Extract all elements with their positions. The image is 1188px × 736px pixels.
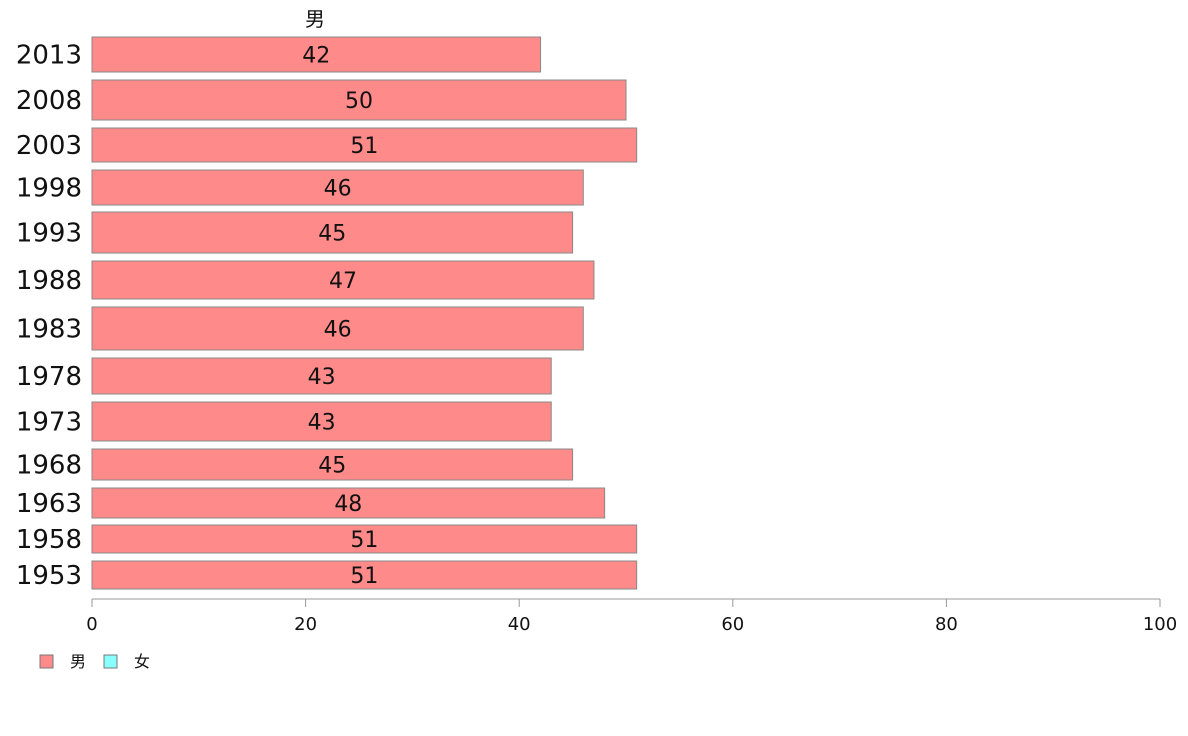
bar-1988: [91, 260, 595, 300]
category-label-1978: 1978: [16, 362, 82, 392]
category-label-1983: 1983: [16, 315, 82, 345]
bar-value-label-2003: 51: [350, 134, 378, 159]
bar-value-label-1973: 43: [308, 411, 336, 436]
category-label-2003: 2003: [16, 131, 82, 161]
legend-swatch-0: [39, 654, 54, 669]
bar-value-label-1993: 45: [318, 222, 346, 247]
bar-value-label-1953: 51: [350, 564, 378, 589]
bar-1973: [91, 401, 552, 442]
bar-1963: [91, 487, 606, 519]
category-label-1963: 1963: [16, 489, 82, 519]
category-label-2013: 2013: [16, 41, 82, 71]
category-label-1998: 1998: [16, 174, 82, 204]
bars: 42 50 51 46 45 47 46 43 43 45 48 51 51: [91, 36, 638, 590]
bar-1998: [91, 169, 584, 206]
bar-1978: [91, 357, 552, 395]
bar-value-label-1978: 43: [308, 365, 336, 390]
category-label-1968: 1968: [16, 451, 82, 481]
bar-2003: [91, 127, 638, 163]
category-label-1973: 1973: [16, 408, 82, 438]
category-label-1993: 1993: [16, 219, 82, 249]
legend-label-1: 女: [134, 652, 150, 671]
bar-1953: [91, 560, 638, 590]
x-tick-label-60: 60: [721, 614, 744, 635]
series-title: 男: [305, 7, 325, 31]
category-label-1988: 1988: [16, 266, 82, 296]
legend: 男女: [39, 652, 150, 671]
category-label-1953: 1953: [16, 561, 82, 591]
x-axis: 0 20 40 60 80 100: [86, 598, 1177, 635]
bar-value-label-1998: 46: [324, 177, 352, 202]
bar-2013: [91, 36, 542, 73]
bar-1993: [91, 211, 574, 254]
category-label-2008: 2008: [16, 86, 82, 116]
category-labels: 2013 2008 2003 1998 1993 1988 1983 1978 1973 1968…: [16, 41, 82, 592]
bar-value-label-1968: 45: [318, 454, 346, 479]
bar-value-label-2008: 50: [345, 89, 373, 114]
x-tick-label-80: 80: [935, 614, 958, 635]
bar-2008: [91, 79, 627, 121]
bar-value-label-1963: 48: [334, 492, 362, 517]
bar-value-label-2013: 42: [302, 44, 330, 69]
bar-1983: [91, 306, 584, 351]
bar-value-label-1988: 47: [329, 269, 357, 294]
bar-value-label-1958: 51: [350, 528, 378, 553]
bar-1958: [91, 524, 638, 554]
x-tick-label-100: 100: [1143, 614, 1177, 635]
legend-swatch-1: [103, 654, 118, 669]
x-tick-label-40: 40: [508, 614, 531, 635]
category-label-1958: 1958: [16, 525, 82, 555]
x-tick-label-20: 20: [294, 614, 317, 635]
x-tick-label-0: 0: [86, 614, 97, 635]
bar-1968: [91, 448, 574, 481]
bar-value-label-1983: 46: [324, 318, 352, 343]
legend-label-0: 男: [70, 652, 86, 671]
